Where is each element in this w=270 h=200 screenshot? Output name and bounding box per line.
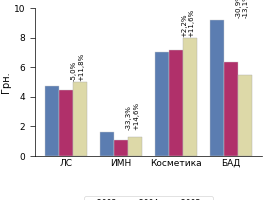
Text: -13,1%: -13,1% [243,0,249,18]
Text: +11,6%: +11,6% [188,9,194,37]
Y-axis label: Грн.: Грн. [1,71,11,93]
Text: +11,8%: +11,8% [78,52,84,81]
Bar [73,82,87,156]
Text: -5,0%: -5,0% [71,60,77,81]
Bar [128,137,142,156]
Bar [59,90,73,156]
Text: -30,9%: -30,9% [236,0,242,18]
Bar [45,86,59,156]
Bar [238,75,252,156]
Text: +14,6%: +14,6% [133,102,139,130]
Bar [100,132,114,156]
Bar [210,20,224,156]
Legend: 2003 г., 2004 г., 2005 г.: 2003 г., 2004 г., 2005 г. [84,196,213,200]
Text: -33,3%: -33,3% [126,105,132,130]
Bar [169,50,183,156]
Bar [224,62,238,156]
Bar [114,140,128,156]
Text: +2,2%: +2,2% [181,13,187,37]
Bar [155,52,169,156]
Bar [183,38,197,156]
